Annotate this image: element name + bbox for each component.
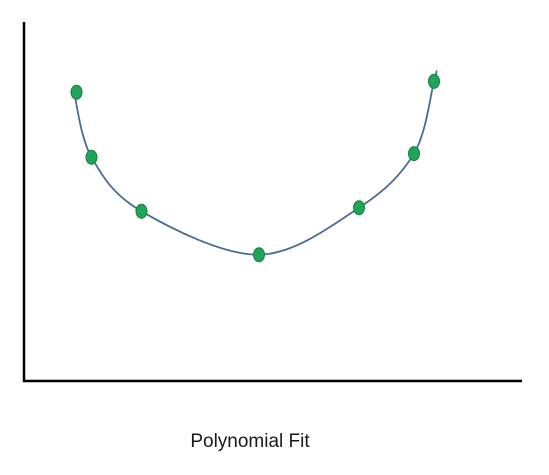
fit-curve xyxy=(73,70,438,256)
data-point-6 xyxy=(408,146,420,162)
data-point-3 xyxy=(135,203,148,219)
data-point-4 xyxy=(253,247,265,263)
data-point-7 xyxy=(428,73,440,89)
data-point-1 xyxy=(70,84,83,100)
data-point-5 xyxy=(353,200,365,216)
figure-caption: Polynomial Fit xyxy=(190,431,310,452)
data-point-2 xyxy=(85,149,98,165)
data-points xyxy=(70,73,440,263)
